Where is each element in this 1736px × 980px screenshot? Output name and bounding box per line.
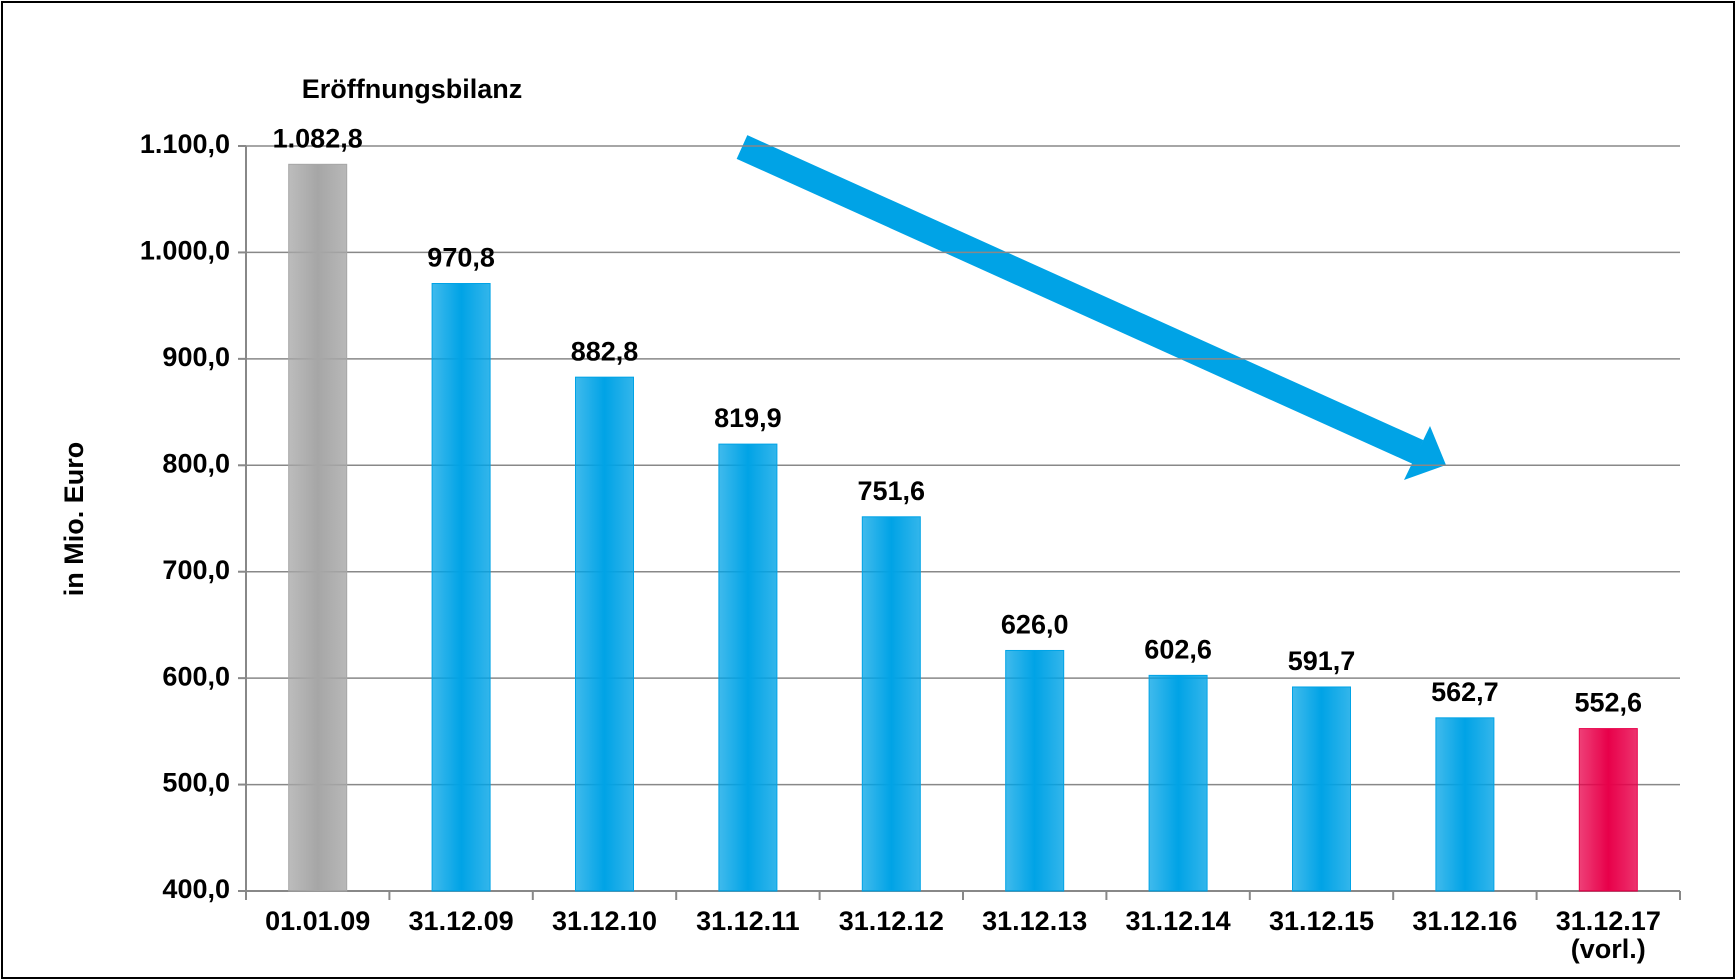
y-tick-label: 1.100,0 (140, 129, 230, 159)
annotation: Eröffnungsbilanz (302, 74, 522, 104)
bar (1148, 674, 1208, 892)
x-tick-label: 31.12.13 (982, 906, 1088, 936)
y-tick-label: 900,0 (162, 342, 230, 372)
y-tick-label: 700,0 (162, 555, 230, 585)
bar (718, 443, 778, 892)
bar (1578, 728, 1638, 892)
value-label: 626,0 (1001, 610, 1069, 640)
x-tick-label: 31.12.16 (1412, 906, 1518, 936)
arrow-shaft (736, 135, 1424, 464)
x-tick-label: 31.12.09 (408, 906, 514, 936)
value-label: 819,9 (714, 403, 782, 433)
value-label: 602,6 (1144, 635, 1212, 665)
bar (1435, 717, 1495, 892)
y-tick-label: 400,0 (162, 874, 230, 904)
value-label: 882,8 (571, 336, 639, 366)
x-tick-label: 31.12.17 (vorl.) (1555, 906, 1661, 965)
x-tick-label: 31.12.11 (696, 906, 800, 936)
x-tick-label: 31.12.14 (1125, 906, 1231, 936)
value-label: 591,7 (1288, 646, 1356, 676)
bar (431, 283, 491, 892)
value-label: 970,8 (427, 243, 495, 273)
bar (575, 376, 634, 892)
bar (1292, 686, 1351, 892)
y-tick-label: 500,0 (162, 768, 230, 798)
x-tick-label: 31.12.15 (1268, 906, 1375, 936)
y-tick-label: 600,0 (162, 661, 230, 691)
y-tick-label: 800,0 (162, 448, 230, 478)
bar (1005, 649, 1065, 892)
arrow-head (1404, 426, 1446, 480)
y-tick-label: 1.000,0 (140, 236, 230, 266)
y-axis-label: in Mio. Euro (59, 442, 89, 597)
x-tick-label: 01.01.09 (265, 906, 371, 936)
trend-arrow (736, 135, 1446, 480)
value-label: 751,6 (858, 476, 926, 506)
x-tick-label: 31.12.12 (838, 906, 944, 936)
bar (288, 163, 348, 892)
value-label: 1.082,8 (273, 123, 363, 153)
bar (861, 516, 921, 892)
x-tick-label: 31.12.10 (551, 906, 658, 936)
value-label: 562,7 (1431, 677, 1499, 707)
value-label: 552,6 (1575, 688, 1643, 718)
